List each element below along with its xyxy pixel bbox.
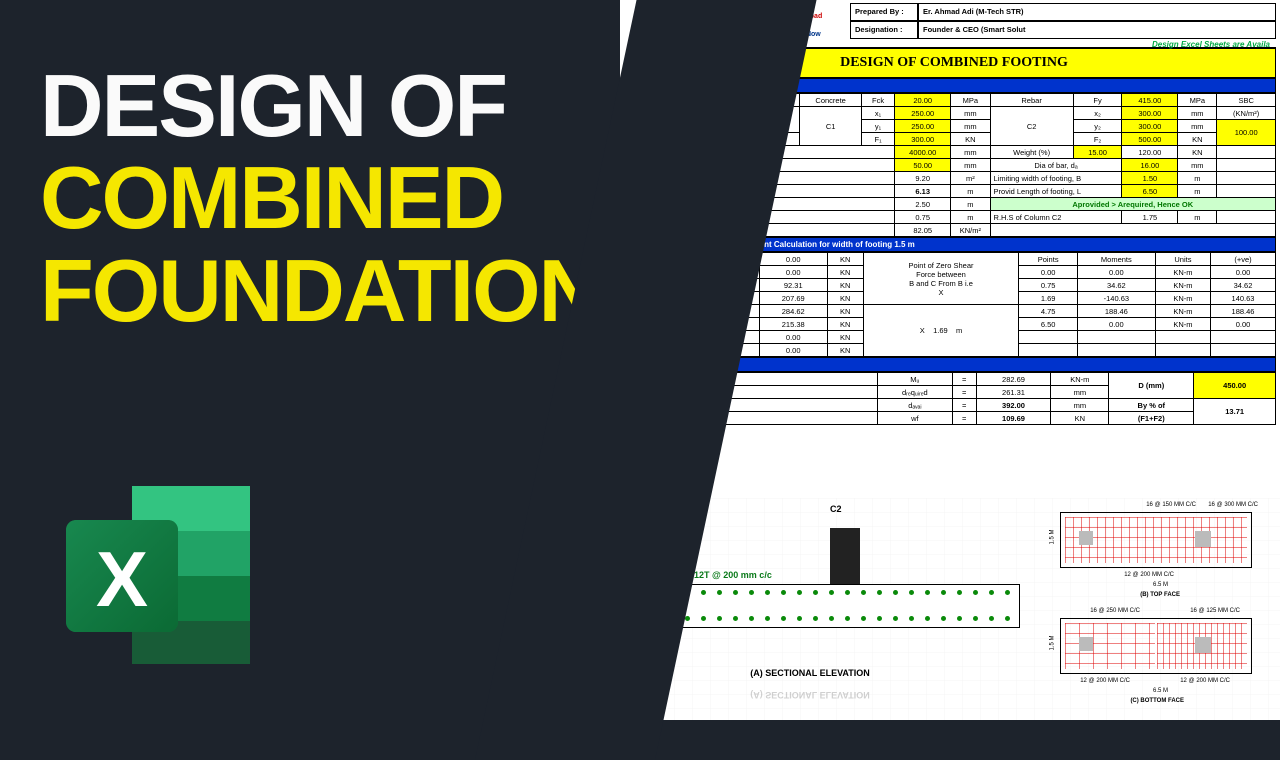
spacing-label: 16 @ 125 MM C/C xyxy=(1190,608,1240,614)
spacing-label: 12 @ 200 MM C/C xyxy=(1180,678,1230,684)
dim-label: 1.5 M xyxy=(1049,529,1055,544)
left-panel: DESIGN OF COMBINED FOUNDATION X xyxy=(0,0,590,720)
prepared-by-box: Prepared By : Er. Ahmad Adi (M-Tech STR)… xyxy=(850,3,1276,49)
spacing-label: 12 @ 200 MM C/C xyxy=(1080,678,1130,684)
plan-column-c1 xyxy=(1079,531,1093,545)
caption-reflection: (A) SECTIONAL ELEVATION xyxy=(710,690,910,700)
column-rect xyxy=(830,528,860,584)
bottom-face-plan xyxy=(1060,618,1252,674)
plan-column-c2 xyxy=(1195,531,1211,547)
prep-key-2: Designation : xyxy=(850,21,918,39)
title-line-1: DESIGN OF xyxy=(40,60,560,152)
svg-text:X: X xyxy=(96,535,148,623)
rebar-label-12t: 12T @ 200 mm c/c xyxy=(694,570,772,580)
zero-shear-note: Point of Zero ShearForce betweenB and C … xyxy=(863,253,1019,305)
column-c2-label: C2 xyxy=(830,504,842,514)
title-line-3: FOUNDATION xyxy=(40,245,560,337)
rebar-row-bottom xyxy=(631,615,1019,623)
plan-column-c1 xyxy=(1079,637,1093,651)
sectional-elevation-caption: (A) SECTIONAL ELEVATION xyxy=(710,668,910,678)
dim-label: 6.5 M xyxy=(1153,688,1168,694)
prep-val-2: Founder & CEO (Smart Solut xyxy=(918,21,1276,39)
spacing-label: 16 @ 300 MM C/C xyxy=(1208,502,1258,508)
top-face-caption: (B) TOP FACE xyxy=(1140,592,1180,598)
plan-column-c2 xyxy=(1195,637,1211,653)
drawings-area: C2 ⌀ 150 mm c/c 12T @ 200 mm c/c (A) SEC… xyxy=(620,498,1280,720)
table-row: Self wait of footing,wf=109.69KN(F1+F2) xyxy=(633,412,1276,425)
spacing-label: 12 @ 200 MM C/C xyxy=(1124,572,1174,578)
avail-banner: Design Excel Sheets are Availa xyxy=(850,39,1276,49)
spacing-label: 16 @ 150 MM C/C xyxy=(1146,502,1196,508)
dim-label: 6.5 M xyxy=(1153,582,1168,588)
dim-label: 1.5 M xyxy=(1049,635,1055,650)
prep-key-1: Prepared By : xyxy=(850,3,918,21)
title-line-2: COMBINED xyxy=(40,152,560,244)
top-face-plan xyxy=(1060,512,1252,568)
spacing-label: 16 @ 250 MM C/C xyxy=(1090,608,1140,614)
bottom-face-caption: (C) BOTTOM FACE xyxy=(1130,698,1184,704)
prep-val-1: Er. Ahmad Adi (M-Tech STR) xyxy=(918,3,1276,21)
excel-icon: X xyxy=(60,480,260,670)
